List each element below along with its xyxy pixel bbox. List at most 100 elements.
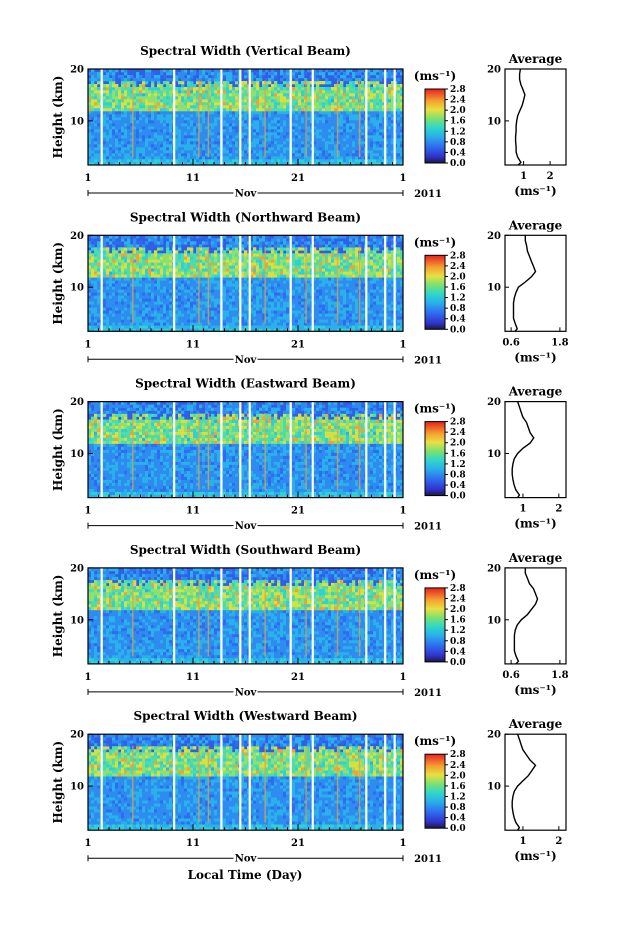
heatmap-cell: [91, 313, 94, 316]
heatmap-cell: [145, 108, 148, 111]
heatmap-cell: [139, 99, 142, 102]
heatmap-cell: [319, 99, 322, 102]
heatmap-cell: [316, 96, 319, 99]
heatmap-cell: [217, 289, 220, 292]
heatmap-cell: [256, 274, 259, 277]
heatmap-cell: [163, 132, 166, 135]
heatmap-cell: [352, 114, 355, 117]
heatmap-cell: [253, 304, 256, 307]
heatmap-cell: [361, 126, 364, 129]
heatmap-cell: [139, 135, 142, 138]
heatmap-cell: [268, 117, 271, 120]
heatmap-cell: [253, 322, 256, 325]
heatmap-cell: [118, 144, 121, 147]
heatmap-cell: [109, 78, 112, 81]
heatmap-cell: [253, 286, 256, 289]
heatmap-cell: [127, 316, 130, 319]
heatmap-cell: [301, 111, 304, 114]
heatmap-cell: [355, 96, 358, 99]
heatmap-cell: [112, 87, 115, 90]
heatmap-cell: [103, 238, 106, 241]
heatmap-cell: [91, 316, 94, 319]
heatmap-cell: [367, 120, 370, 123]
heatmap-cell: [217, 147, 220, 150]
heatmap-cell: [136, 147, 139, 150]
heatmap-cell: [112, 81, 115, 84]
heatmap-cell: [244, 129, 247, 132]
heatmap-cell: [244, 241, 247, 244]
heatmap-cell: [259, 271, 262, 274]
heatmap-cell: [142, 253, 145, 256]
heatmap-cell: [241, 265, 244, 268]
heatmap-cell: [97, 253, 100, 256]
heatmap-cell: [271, 90, 274, 93]
heatmap-cell: [91, 90, 94, 93]
heatmap-cell: [184, 268, 187, 271]
heatmap-cell: [169, 120, 172, 123]
heatmap-cell: [160, 99, 163, 102]
heatmap-cell: [190, 256, 193, 259]
heatmap-cell: [214, 316, 217, 319]
heatmap-cell: [298, 150, 301, 153]
heatmap-cell: [187, 105, 190, 108]
heatmap-cell: [124, 156, 127, 159]
heatmap-cell: [94, 129, 97, 132]
heatmap-cell: [370, 87, 373, 90]
heatmap-cell: [151, 307, 154, 310]
heatmap-cell: [193, 105, 196, 108]
heatmap-cell: [127, 114, 130, 117]
heatmap-cell: [214, 117, 217, 120]
heatmap-cell: [121, 238, 124, 241]
heatmap-cell: [190, 150, 193, 153]
heatmap-cell: [184, 274, 187, 277]
heatmap-cell: [118, 274, 121, 277]
heatmap-cell: [202, 304, 205, 307]
heatmap-cell: [145, 126, 148, 129]
heatmap-cell: [151, 90, 154, 93]
heatmap-cell: [166, 265, 169, 268]
heatmap-cell: [94, 322, 97, 325]
heatmap-cell: [367, 105, 370, 108]
heatmap-cell: [103, 307, 106, 310]
heatmap-cell: [103, 135, 106, 138]
heatmap-cell: [187, 153, 190, 156]
heatmap-cell: [169, 135, 172, 138]
heatmap-cell: [349, 102, 352, 105]
heatmap-cell: [334, 153, 337, 156]
heatmap-cell: [253, 295, 256, 298]
heatmap-cell: [259, 72, 262, 75]
heatmap-cell: [211, 307, 214, 310]
heatmap-cell: [388, 135, 391, 138]
heatmap-cell: [283, 147, 286, 150]
heatmap-cell: [94, 241, 97, 244]
heatmap-cell: [163, 319, 166, 322]
heatmap-cell: [94, 90, 97, 93]
heatmap-cell: [151, 138, 154, 141]
heatmap-cell: [151, 253, 154, 256]
heatmap-cell: [109, 322, 112, 325]
heatmap-cell: [217, 274, 220, 277]
heatmap-cell: [226, 126, 229, 129]
heatmap-cell: [379, 123, 382, 126]
heatmap-cell: [187, 96, 190, 99]
heatmap-cell: [106, 138, 109, 141]
heatmap-cell: [151, 322, 154, 325]
heatmap-cell: [193, 114, 196, 117]
heatmap-cell: [241, 283, 244, 286]
heatmap-cell: [97, 105, 100, 108]
heatmap-cell: [163, 141, 166, 144]
heatmap-cell: [370, 123, 373, 126]
heatmap-cell: [187, 310, 190, 313]
heatmap-cell: [319, 141, 322, 144]
heatmap-cell: [277, 99, 280, 102]
heatmap-cell: [277, 96, 280, 99]
heatmap-cell: [127, 322, 130, 325]
heatmap-cell: [184, 250, 187, 253]
heatmap-cell: [316, 129, 319, 132]
heatmap-cell: [346, 132, 349, 135]
heatmap-cell: [292, 123, 295, 126]
heatmap-cell: [241, 271, 244, 274]
heatmap-cell: [229, 283, 232, 286]
heatmap-cell: [388, 153, 391, 156]
heatmap-cell: [256, 123, 259, 126]
